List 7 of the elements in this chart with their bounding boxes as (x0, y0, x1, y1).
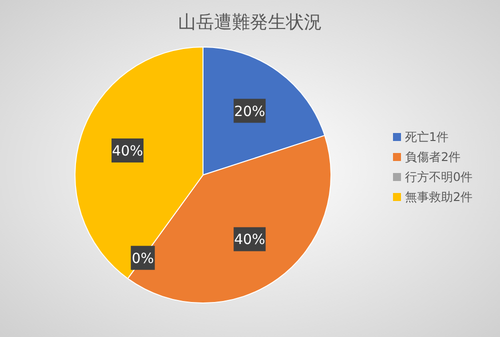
chart-title: 山岳遭難発生状況 (178, 12, 322, 33)
legend-label: 死亡1件 (405, 130, 449, 144)
text: 0% (132, 250, 154, 267)
slice-label: 負傷者2件 (405, 150, 461, 164)
data-label: 20% (234, 104, 266, 120)
data-label: 40% (112, 143, 144, 160)
data-label: 40% (234, 232, 266, 248)
